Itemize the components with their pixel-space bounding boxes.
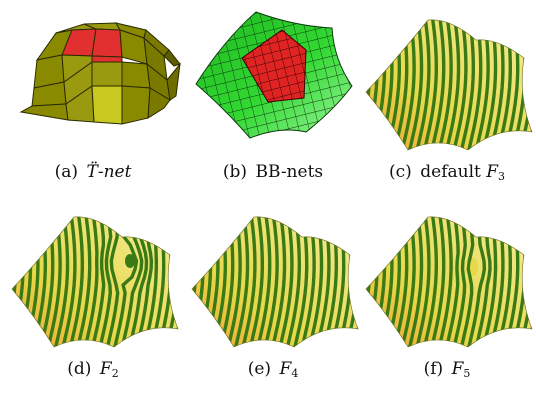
stripes-figure-f bbox=[358, 197, 533, 357]
stripe-line bbox=[358, 0, 362, 160]
t-net-figure bbox=[19, 22, 181, 125]
stripe-line bbox=[66, 216, 84, 348]
caption-b: (b) BB-nets bbox=[222, 162, 324, 182]
stripe-line bbox=[12, 216, 18, 348]
stripe-line bbox=[427, 216, 446, 348]
stripe-line bbox=[12, 216, 25, 348]
stripe-line bbox=[58, 216, 77, 348]
surface-outline bbox=[11, 216, 179, 348]
stripes-figure-e bbox=[184, 197, 359, 357]
caption-d: (d) F2 bbox=[67, 359, 119, 380]
stripe-line bbox=[523, 19, 532, 151]
bb-nets-figure bbox=[195, 11, 353, 139]
stripe-line bbox=[73, 216, 92, 348]
stripes-figure-c bbox=[358, 0, 533, 160]
stripe-line bbox=[442, 19, 461, 151]
caption-e: (e) F4 bbox=[247, 359, 299, 380]
stripe-line bbox=[238, 216, 257, 348]
stripe-line bbox=[412, 216, 431, 348]
singularity-spot bbox=[125, 254, 135, 268]
stripe-line bbox=[366, 216, 379, 348]
stripe-line bbox=[435, 216, 453, 348]
stripe-line bbox=[81, 216, 99, 348]
stripe-line bbox=[4, 197, 8, 357]
surface-outline bbox=[191, 216, 359, 348]
stripe-line bbox=[184, 197, 188, 357]
stripe-line bbox=[192, 216, 205, 348]
stripe-line bbox=[261, 216, 279, 348]
stripes-figure-d bbox=[4, 197, 179, 357]
stripe-line bbox=[420, 216, 438, 348]
stripe-line bbox=[253, 216, 272, 348]
caption-c: (c) default F3 bbox=[388, 162, 506, 183]
stripe-line bbox=[427, 19, 446, 151]
stripe-line bbox=[169, 216, 178, 348]
panel-c: (c) default F3 bbox=[358, 0, 536, 197]
caption-f: (f) F5 bbox=[423, 359, 471, 380]
stripe-line bbox=[177, 216, 178, 348]
highlight-spot bbox=[470, 258, 478, 276]
panel-f: (f) F5 bbox=[358, 197, 536, 394]
stripe-line bbox=[366, 19, 372, 151]
stripe-line bbox=[420, 19, 438, 151]
panel-a: (a) T̈-net bbox=[4, 0, 182, 197]
stripe-line bbox=[358, 197, 362, 357]
surface-outline bbox=[365, 216, 533, 348]
caption-a: (a) T̈-net bbox=[54, 162, 132, 182]
stripe-line bbox=[523, 216, 532, 348]
panel-b: (b) BB-nets bbox=[184, 0, 362, 197]
stripe-line bbox=[268, 216, 287, 348]
stripe-line bbox=[412, 19, 431, 151]
surface-outline bbox=[365, 19, 533, 151]
stripe-line bbox=[88, 216, 106, 348]
stripe-line bbox=[366, 19, 379, 151]
panel-d: (d) F2 bbox=[4, 197, 182, 394]
stripe-line bbox=[442, 216, 460, 348]
stripe-line bbox=[366, 216, 372, 348]
stripe-line bbox=[192, 216, 198, 348]
panel-e: (e) F4 bbox=[184, 197, 362, 394]
stripe-line bbox=[246, 216, 264, 348]
stripe-line bbox=[435, 19, 453, 151]
